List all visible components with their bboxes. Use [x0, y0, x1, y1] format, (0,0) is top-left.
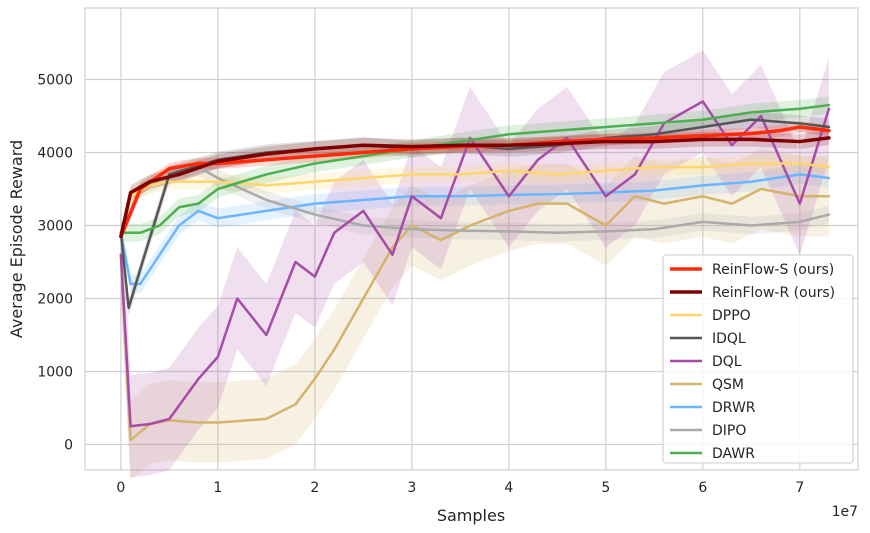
- y-tick-label: 5000: [37, 73, 73, 89]
- x-tick-label: 7: [795, 480, 804, 496]
- y-tick-labels: 0 1000 2000 3000 4000 5000: [37, 73, 73, 454]
- legend-label: DIPO: [712, 423, 746, 439]
- series-band: [120, 158, 829, 242]
- series-band: [120, 111, 829, 317]
- y-axis-title: Average Episode Reward: [7, 140, 26, 338]
- y-tick-label: 4000: [37, 146, 73, 162]
- series-band: [120, 130, 829, 244]
- legend-label: ReinFlow-R (ours): [712, 285, 835, 301]
- series-band: [120, 164, 829, 294]
- x-tick-label: 2: [310, 480, 319, 496]
- x-tick-label: 1: [213, 480, 222, 496]
- y-tick-label: 3000: [37, 218, 73, 234]
- x-offset-label: 1e7: [832, 504, 858, 520]
- x-tick-label: 5: [601, 480, 610, 496]
- x-tick-label: 0: [116, 480, 125, 496]
- x-tick-label: 4: [504, 480, 513, 496]
- x-axis-title: Samples: [437, 506, 505, 525]
- legend-label: DQL: [712, 354, 742, 370]
- x-tick-label: 6: [698, 480, 707, 496]
- x-tick-label: 3: [407, 480, 416, 496]
- series-lines: [119, 100, 831, 442]
- y-tick-label: 0: [64, 437, 73, 453]
- series-line: [119, 173, 831, 286]
- series-band: [120, 50, 829, 478]
- legend-label: DAWR: [712, 446, 755, 462]
- series-band: [120, 155, 829, 245]
- series-line: [119, 136, 831, 239]
- legend-label: DRWR: [712, 400, 756, 416]
- legend-label: IDQL: [712, 331, 746, 347]
- series-band: [120, 148, 829, 481]
- legend-box: [662, 254, 854, 464]
- y-tick-label: 1000: [37, 364, 73, 380]
- legend-label: ReinFlow-S (ours): [712, 262, 834, 278]
- legend: ReinFlow-S (ours) ReinFlow-R (ours) DPPO ID…: [662, 254, 854, 464]
- legend-label: DPPO: [712, 308, 751, 324]
- legend-label: QSM: [712, 377, 744, 393]
- series-line: [119, 187, 831, 442]
- y-tick-label: 2000: [37, 291, 73, 307]
- series-line: [119, 100, 831, 428]
- x-tick-labels: 0 1 2 3 4 5 6 7: [116, 480, 804, 496]
